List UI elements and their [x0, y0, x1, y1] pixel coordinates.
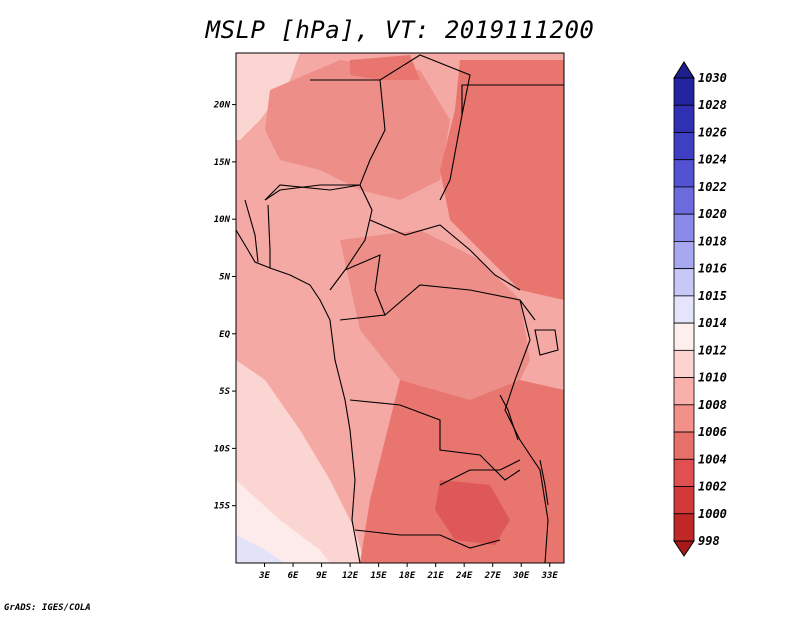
- shade-1004-low: [435, 480, 510, 545]
- colorbar-segment: [673, 241, 695, 270]
- lat-tick-label: 10N: [214, 215, 231, 225]
- colorbar-segment: [673, 377, 695, 406]
- longitude-axis: 3E 6E 9E 12E 15E 18E 21E 24E 27E 30E 33E: [258, 563, 558, 581]
- lon-tick-label: 21E: [427, 571, 445, 581]
- lon-tick-label: 12E: [342, 571, 359, 581]
- colorbar-label: 1015: [698, 289, 727, 303]
- lon-tick-label: 30E: [512, 571, 530, 581]
- lake-malawi: [539, 459, 549, 506]
- shade-1008-central: [340, 230, 530, 410]
- lat-tick-label: EQ: [219, 330, 230, 340]
- latitude-axis: 20N 15N 10N 5N EQ 5S 10S 15S: [213, 101, 236, 512]
- lon-tick-label: 18E: [399, 571, 416, 581]
- colorbar-label: 1022: [698, 180, 727, 194]
- credit-label: GrADS: IGES/COLA: [4, 603, 91, 613]
- country-borders: [236, 54, 564, 563]
- lon-tick-label: 24E: [455, 571, 473, 581]
- border-chad-car: [369, 219, 521, 291]
- colorbar-segment: [673, 513, 695, 542]
- colorbar-segment: [673, 213, 695, 242]
- colorbar-segment: [673, 186, 695, 215]
- colorbar-segment: [673, 431, 695, 460]
- colorbar: 1030 1028 1026 1024 1022 1020 1018 1016 1015 1014…: [673, 61, 727, 557]
- shade-1014-southwest: [236, 480, 330, 563]
- colorbar-label: 1030: [698, 71, 727, 85]
- colorbar-label: 1024: [698, 153, 727, 167]
- lat-tick-label: 5S: [219, 387, 230, 397]
- border-benin: [267, 204, 271, 268]
- lon-tick-label: 27E: [484, 571, 502, 581]
- chart-title: MSLP [hPa], VT: 2019111200: [205, 16, 595, 44]
- colorbar-segment: [673, 295, 695, 324]
- shade-1012-west: [236, 53, 300, 140]
- border-cameroon: [339, 254, 386, 321]
- colorbar-label: 1010: [698, 371, 727, 385]
- border-sudan: [461, 84, 564, 115]
- colorbar-top-arrow: [673, 61, 695, 79]
- colorbar-label: 1028: [698, 98, 727, 112]
- colorbar-label: 1016: [698, 262, 727, 276]
- lon-tick-label: 33E: [541, 571, 559, 581]
- lat-tick-label: 10S: [214, 444, 231, 454]
- lon-tick-label: 3E: [258, 571, 270, 581]
- colorbar-segment: [673, 159, 695, 188]
- border-libya-chad: [379, 54, 471, 201]
- coastline-west-africa: [236, 229, 361, 563]
- shade-1004-north: [350, 55, 420, 80]
- shade-1006-east: [440, 60, 564, 300]
- lake-tanganyika: [499, 394, 519, 441]
- border-drc-angola: [349, 399, 521, 481]
- lat-tick-label: 15S: [214, 502, 231, 512]
- colorbar-label: 1008: [698, 398, 727, 412]
- border-zambia: [439, 459, 521, 486]
- border-congo: [384, 284, 536, 321]
- lat-tick-label: 20N: [213, 101, 231, 111]
- lat-tick-label: 5N: [219, 272, 230, 282]
- lon-tick-label: 9E: [316, 571, 327, 581]
- colorbar-label: 1020: [698, 207, 727, 221]
- shade-1016-corner: [236, 535, 285, 563]
- colorbar-segment: [673, 486, 695, 515]
- colorbar-segment: [673, 77, 695, 106]
- colorbar-segment: [673, 458, 695, 487]
- border-ghana: [244, 199, 259, 263]
- border-angola-namibia: [354, 529, 501, 549]
- border-nigeria: [264, 184, 373, 291]
- colorbar-label: 998: [698, 534, 720, 548]
- colorbar-label: 1006: [698, 425, 727, 439]
- colorbar-label: 1002: [698, 480, 727, 494]
- colorbar-segment: [673, 322, 695, 351]
- colorbar-label: 1000: [698, 507, 727, 521]
- border-niger-chad: [264, 79, 386, 201]
- colorbar-label: 1026: [698, 125, 727, 139]
- colorbar-segment: [673, 349, 695, 378]
- colorbar-label: 1014: [698, 316, 727, 330]
- colorbar-label: 1004: [698, 452, 727, 466]
- lake-victoria: [534, 329, 559, 356]
- colorbar-bottom-arrow: [673, 540, 695, 557]
- colorbar-segment: [673, 268, 695, 297]
- map-frame: [235, 52, 565, 564]
- colorbar-segment: [673, 132, 695, 161]
- colorbar-segment: [673, 404, 695, 433]
- colorbar-label: 1012: [698, 343, 727, 357]
- colorbar-label: 1018: [698, 234, 727, 248]
- colorbar-segment: [673, 104, 695, 133]
- lon-tick-label: 15E: [370, 571, 387, 581]
- lat-tick-label: 15N: [214, 158, 231, 168]
- lon-tick-label: 6E: [288, 571, 299, 581]
- pressure-field: [236, 53, 564, 563]
- shade-1008-sahara: [265, 60, 450, 200]
